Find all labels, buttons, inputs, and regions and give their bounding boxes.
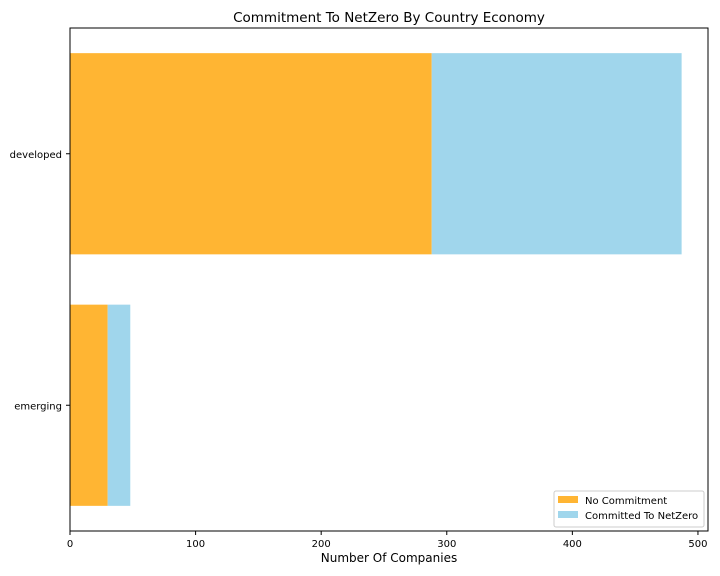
legend-swatch-0 <box>558 496 578 503</box>
y-axis-ticks: developed emerging <box>10 150 70 412</box>
x-axis-label: Number Of Companies <box>321 551 457 565</box>
y-tick-label-emerging: emerging <box>14 401 62 412</box>
bar-emerging-1 <box>107 304 131 506</box>
x-tick-label: 200 <box>312 539 331 550</box>
x-tick-label: 400 <box>563 539 582 550</box>
bar-emerging-0 <box>70 304 108 506</box>
x-tick-label: 0 <box>67 539 73 550</box>
legend-label-1: Committed To NetZero <box>585 511 698 522</box>
chart-title: Commitment To NetZero By Country Economy <box>233 10 545 26</box>
x-tick-label: 500 <box>688 539 707 550</box>
legend-swatch-1 <box>558 511 578 518</box>
bar-developed-1 <box>431 53 682 255</box>
y-tick-label-developed: developed <box>10 150 62 161</box>
legend-box <box>553 490 705 528</box>
bars-group <box>70 53 682 506</box>
x-tick-label: 100 <box>186 539 205 550</box>
plot-frame <box>69 27 709 532</box>
x-axis-ticks: 0 100 200 300 400 500 <box>67 531 707 550</box>
x-tick-label: 300 <box>437 539 456 550</box>
legend-label-0: No Commitment <box>585 496 667 507</box>
bar-developed-0 <box>70 53 432 255</box>
legend: No Commitment Committed To NetZero <box>553 490 705 528</box>
